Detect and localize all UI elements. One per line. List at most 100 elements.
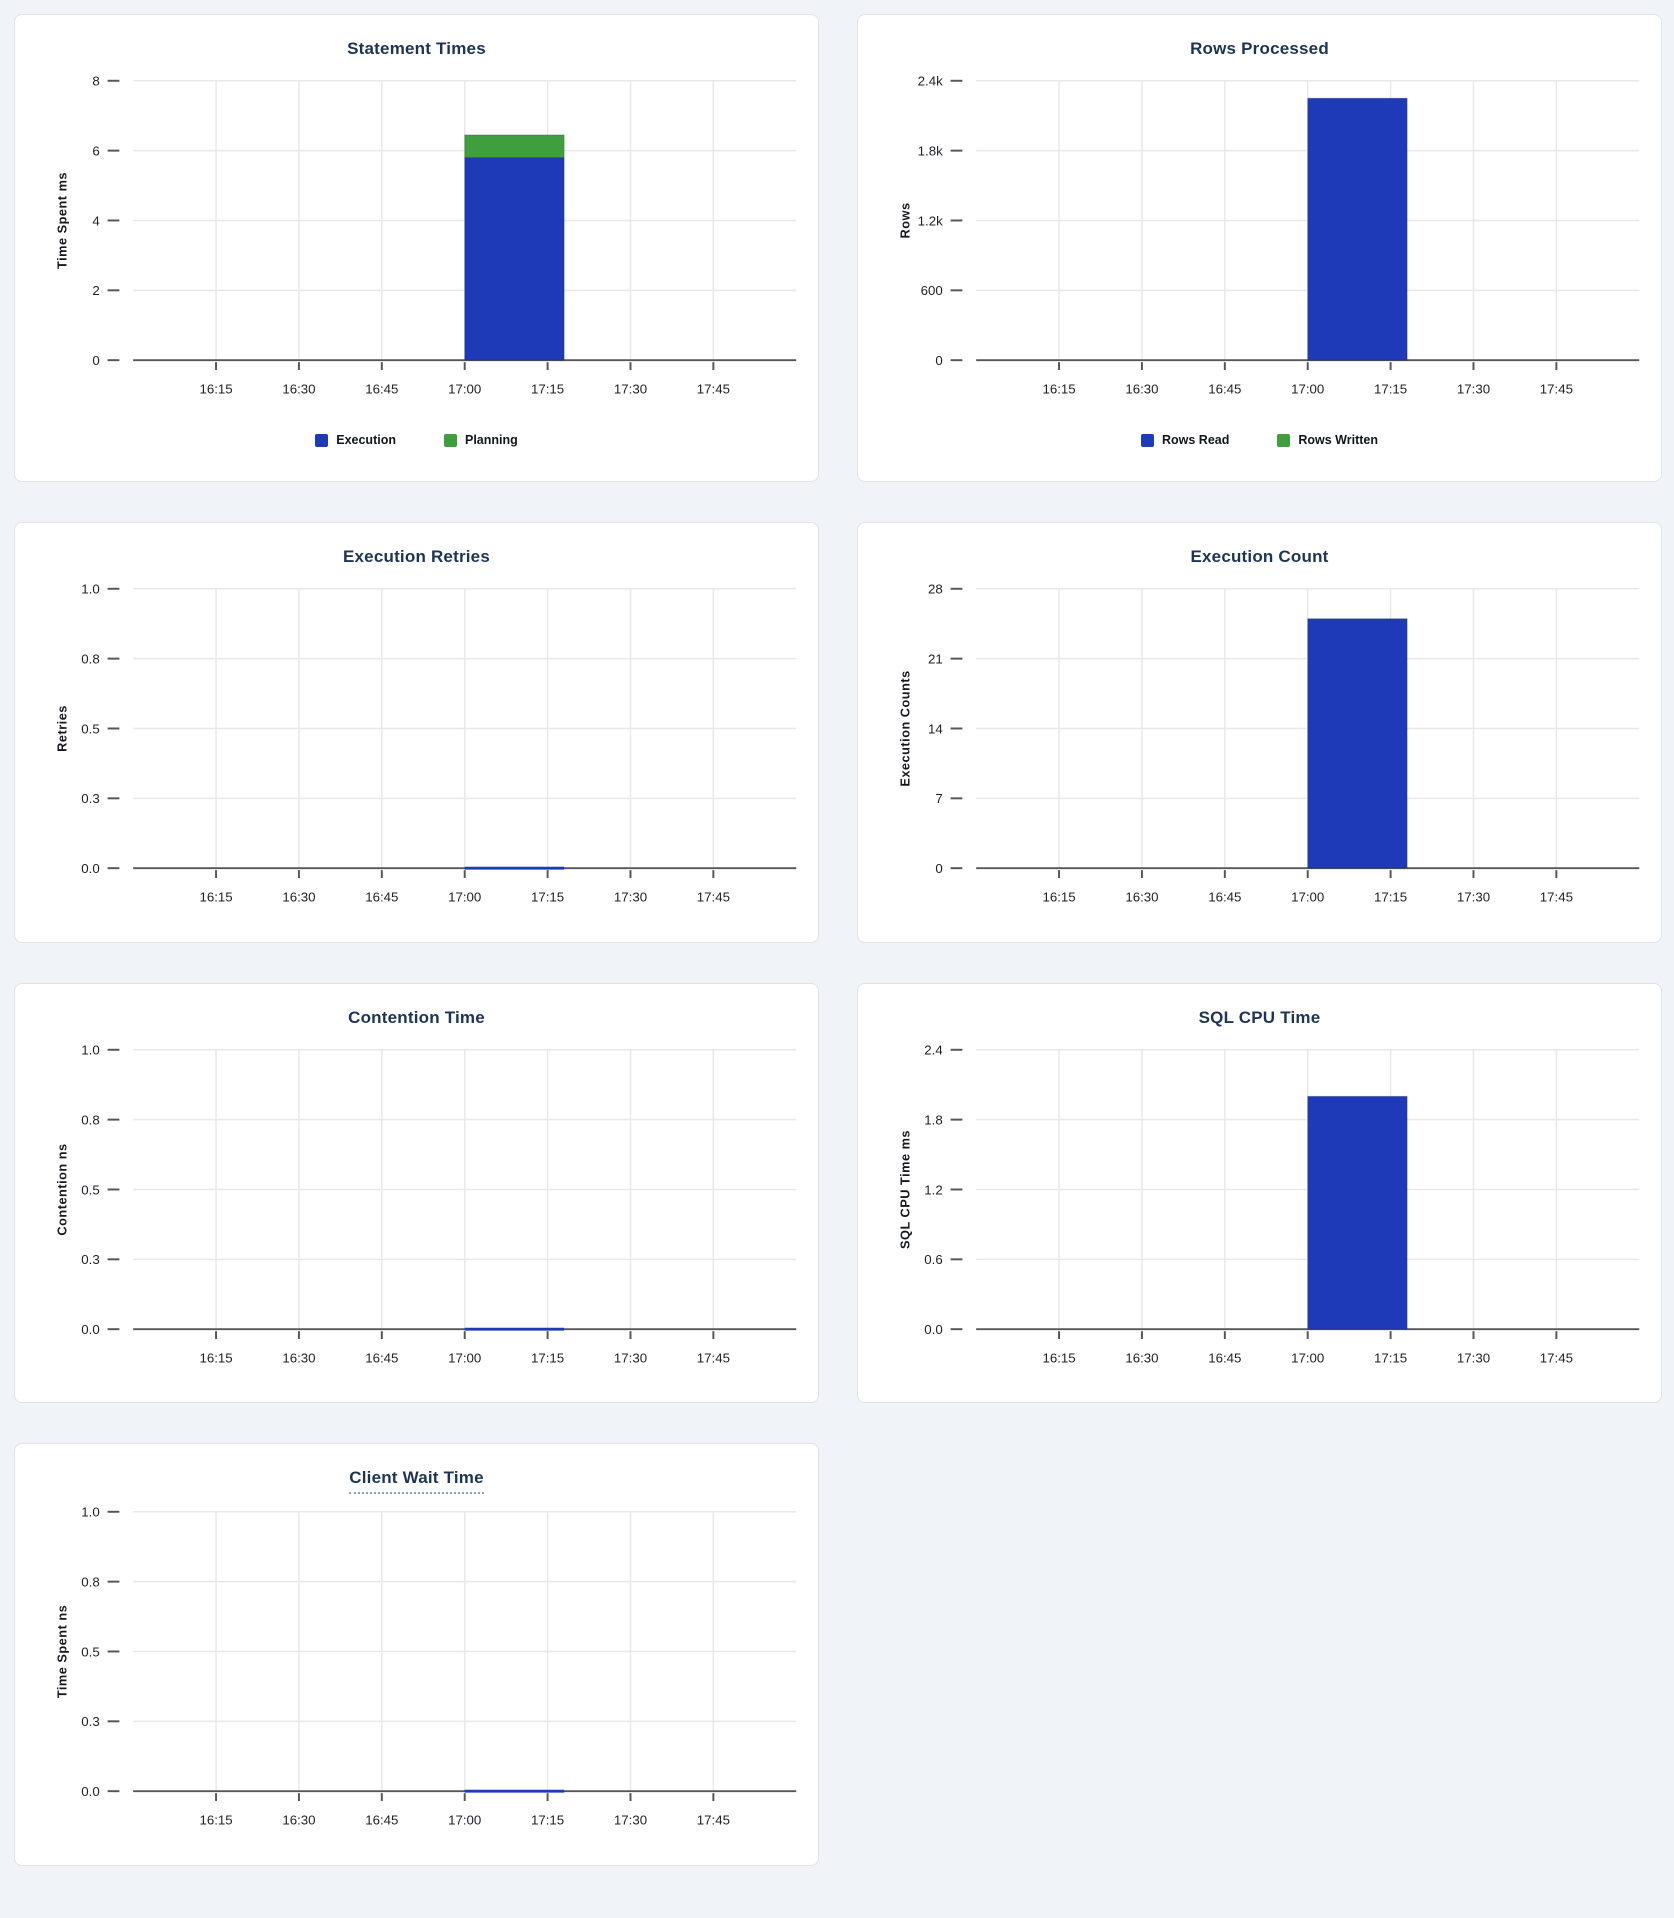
x-tick-label: 17:30 [614, 1351, 647, 1366]
legend-label: Rows Written [1298, 433, 1379, 448]
x-tick-label: 17:45 [1540, 382, 1573, 397]
chart-card-rows-processed: Rows Processed 16:15 16:30 16:45 17:00 17:15… [857, 14, 1662, 483]
x-tick-label: 16:45 [1208, 382, 1241, 397]
chart-plot-area[interactable]: 16:15 16:30 16:45 17:00 17:15 17:30 17:45 0 2 4 6 8… [21, 67, 812, 403]
y-axis-label: Retries [54, 706, 69, 753]
y-tick-label: 0 [935, 862, 942, 877]
chart-svg: 16:15 16:30 16:45 17:00 17:15 17:30 17:45 0 7 14 2… [897, 582, 1640, 905]
y-tick-label: 1.8 [924, 1112, 942, 1127]
y-axis-label: Execution Counts [897, 671, 912, 787]
chart-svg: 16:15 16:30 16:45 17:00 17:15 17:30 17:45 0 2 4 6 8… [54, 74, 797, 397]
x-tick-label: 16:15 [199, 890, 232, 905]
chart-plot-area[interactable]: 16:15 16:30 16:45 17:00 17:15 17:30 17:45 0.0 0.… [21, 1498, 812, 1834]
y-tick-label: 0.6 [924, 1252, 942, 1267]
legend-label: Rows Read [1161, 433, 1230, 448]
x-tick-label: 17:15 [531, 890, 564, 905]
y-tick-label: 0.3 [81, 1252, 99, 1267]
x-tick-label: 17:15 [531, 1813, 564, 1828]
chart-card-sql-cpu-time: SQL CPU Time 16:15 16:30 16:45 17:00 17:15 17… [857, 982, 1662, 1404]
y-axis-label: Contention ns [54, 1143, 69, 1235]
bar-segment [1307, 97, 1408, 361]
chart-card-statement-times: Statement Times 16:15 16:30 16:45 17:00 17:1… [14, 14, 819, 483]
chart-plot-area[interactable]: 16:15 16:30 16:45 17:00 17:15 17:30 17:45 0.0 0.… [21, 575, 812, 911]
x-tick-label: 16:45 [365, 1813, 398, 1828]
chart-plot-area[interactable]: 16:15 16:30 16:45 17:00 17:15 17:30 17:45 0.0 0.… [864, 1036, 1655, 1372]
y-tick-label: 0.3 [81, 1715, 99, 1730]
x-tick-label: 16:45 [365, 382, 398, 397]
bar-segment [1307, 1095, 1408, 1330]
legend-swatch-icon [315, 433, 329, 447]
y-tick-label: 1.0 [81, 1505, 99, 1520]
y-tick-label: 0.5 [81, 1182, 99, 1197]
y-tick-label: 0.5 [81, 722, 99, 737]
chart-plot-area[interactable]: 16:15 16:30 16:45 17:00 17:15 17:30 17:45 0 7 14 2… [864, 575, 1655, 911]
legend-label: Planning [464, 433, 518, 448]
y-tick-label: 0.5 [81, 1645, 99, 1660]
chart-title: Statement Times [21, 39, 812, 63]
chart-title: Execution Retries [21, 547, 812, 571]
x-tick-label: 17:15 [531, 1351, 564, 1366]
x-tick-label: 17:30 [614, 1813, 647, 1828]
legend-swatch-icon [1277, 433, 1291, 447]
x-tick-label: 16:15 [199, 1351, 232, 1366]
chart-legend: Execution Planning [21, 433, 812, 447]
x-tick-label: 17:15 [1374, 1351, 1407, 1366]
chart-card-execution-retries: Execution Retries 16:15 16:30 16:45 17:00 17… [14, 522, 819, 943]
x-tick-label: 17:30 [1457, 890, 1490, 905]
y-tick-label: 0.8 [81, 1112, 99, 1127]
y-tick-label: 600 [921, 283, 943, 298]
x-tick-label: 16:30 [1125, 382, 1158, 397]
chart-card-execution-count: Execution Count 16:15 16:30 16:45 17:00 17:1… [857, 522, 1662, 943]
x-tick-label: 17:45 [1540, 1351, 1573, 1366]
x-tick-label: 16:45 [1208, 1351, 1241, 1366]
x-tick-label: 17:45 [697, 1351, 730, 1366]
chart-title-text[interactable]: Client Wait Time [349, 1468, 484, 1495]
x-tick-label: 17:45 [697, 890, 730, 905]
chart-title-text: Execution Count [1190, 547, 1329, 567]
chart-card-client-wait-time: Client Wait Time 16:15 16:30 16:45 17:00 17:… [14, 1443, 819, 1866]
y-tick-label: 7 [935, 792, 942, 807]
x-tick-label: 17:30 [1457, 1351, 1490, 1366]
chart-svg: 16:15 16:30 16:45 17:00 17:15 17:30 17:45 0 600 1… [897, 74, 1640, 397]
y-tick-label: 6 [92, 144, 99, 159]
bar-segment [464, 157, 565, 361]
chart-title: Execution Count [864, 547, 1655, 571]
charts-grid: Statement Times 16:15 16:30 16:45 17:00 17:1… [14, 14, 1662, 1866]
y-tick-label: 1.2k [918, 213, 943, 228]
x-tick-label: 17:30 [614, 382, 647, 397]
y-tick-label: 14 [928, 722, 943, 737]
y-tick-label: 2.4k [918, 74, 943, 89]
y-tick-label: 21 [928, 652, 943, 667]
chart-legend: Rows Read Rows Written [864, 433, 1655, 447]
legend-label: Execution [336, 433, 396, 448]
x-tick-label: 16:30 [282, 890, 315, 905]
x-tick-label: 17:45 [697, 1813, 730, 1828]
x-tick-label: 16:15 [1042, 382, 1075, 397]
x-tick-label: 17:00 [1291, 382, 1324, 397]
x-tick-label: 16:30 [282, 1351, 315, 1366]
chart-title: Rows Processed [864, 39, 1655, 63]
x-tick-label: 17:00 [448, 890, 481, 905]
chart-svg: 16:15 16:30 16:45 17:00 17:15 17:30 17:45 0.0 0.… [897, 1043, 1640, 1366]
chart-title-text: Execution Retries [342, 547, 490, 567]
x-tick-label: 16:45 [365, 1351, 398, 1366]
x-tick-label: 17:30 [614, 890, 647, 905]
x-tick-label: 16:15 [1042, 1351, 1075, 1366]
y-tick-label: 0 [92, 353, 99, 368]
y-tick-label: 0.0 [81, 1785, 99, 1800]
x-tick-label: 17:45 [697, 382, 730, 397]
chart-title-text: Rows Processed [1190, 39, 1329, 58]
chart-title-text: SQL CPU Time [1198, 1007, 1321, 1027]
legend-swatch-icon [443, 433, 457, 447]
chart-plot-area[interactable]: 16:15 16:30 16:45 17:00 17:15 17:30 17:45 0 600 1… [864, 67, 1655, 403]
y-tick-label: 0 [935, 353, 942, 368]
x-tick-label: 16:30 [1125, 890, 1158, 905]
legend-item-rows-written: Rows Written [1277, 433, 1378, 447]
y-tick-label: 0.0 [81, 862, 99, 877]
x-tick-label: 16:15 [1042, 890, 1075, 905]
x-tick-label: 16:30 [282, 382, 315, 397]
y-tick-label: 1.2 [924, 1182, 942, 1197]
legend-item-planning: Planning [443, 433, 518, 448]
chart-plot-area[interactable]: 16:15 16:30 16:45 17:00 17:15 17:30 17:45 0.0 0.… [21, 1036, 812, 1372]
